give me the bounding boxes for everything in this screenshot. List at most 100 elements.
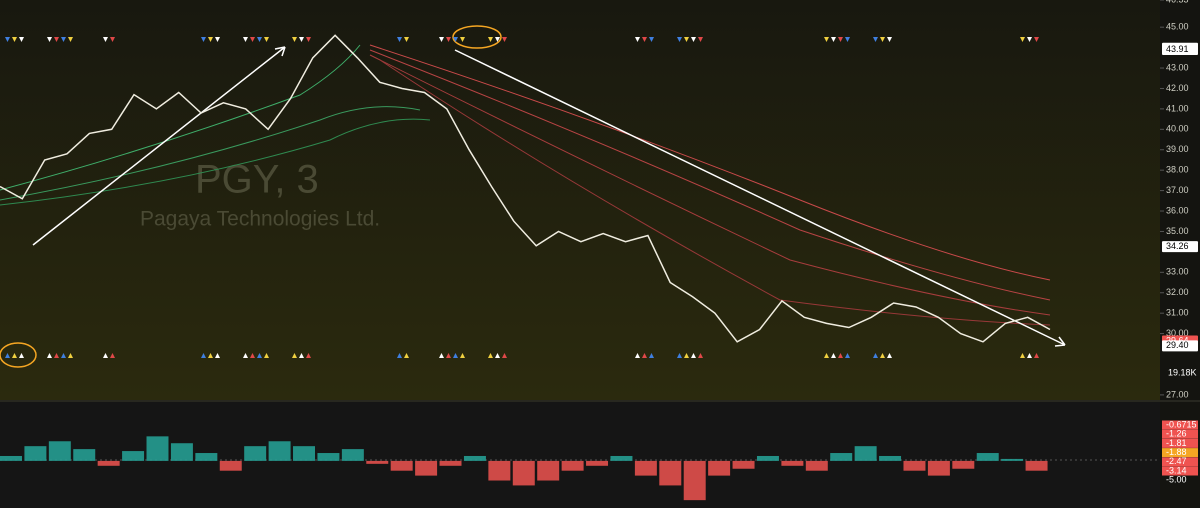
signal-marker — [495, 37, 500, 42]
histogram-bar — [756, 455, 779, 461]
y-tick-label: 40.00 — [1166, 124, 1189, 134]
y-tick-label: 37.00 — [1166, 185, 1189, 195]
histogram-bar — [1025, 460, 1048, 471]
signal-marker — [495, 353, 500, 358]
watermark-name: Pagaya Technologies Ltd. — [140, 208, 380, 231]
osc-tag-label: -3.14 — [1166, 465, 1187, 475]
signal-marker — [19, 37, 24, 42]
y-tick-label: 43.00 — [1166, 62, 1189, 72]
signal-marker — [257, 37, 262, 42]
histogram-bar — [634, 460, 657, 476]
signal-marker — [103, 353, 108, 358]
signal-marker — [691, 37, 696, 42]
signal-marker — [61, 353, 66, 358]
signal-marker — [460, 353, 465, 358]
signal-marker — [845, 37, 850, 42]
osc-tag-label: -1.26 — [1166, 429, 1187, 439]
histogram-bar — [48, 441, 71, 461]
y-tick-label: 45.00 — [1166, 22, 1189, 32]
signal-marker — [397, 37, 402, 42]
price-line — [0, 34, 1051, 343]
signal-marker — [292, 353, 297, 358]
signal-marker — [103, 37, 108, 42]
signal-marker — [47, 353, 52, 358]
histogram-bar — [952, 460, 975, 469]
histogram-bar — [97, 460, 120, 466]
highlight-circle — [0, 342, 37, 368]
osc-tag — [1162, 429, 1198, 439]
signal-marker — [446, 37, 451, 42]
y-tick-label: 39.00 — [1166, 144, 1189, 154]
price-tag — [1162, 241, 1198, 253]
histogram-bar — [268, 441, 291, 461]
price-tag — [1162, 340, 1198, 352]
signal-marker — [61, 37, 66, 42]
osc-tag-label: -0.6715 — [1166, 419, 1197, 429]
histogram-bar — [390, 460, 413, 471]
signal-marker — [880, 37, 885, 42]
signal-marker — [1027, 353, 1032, 358]
signal-marker — [488, 37, 493, 42]
y-tick-label: 38.00 — [1166, 165, 1189, 175]
signal-marker — [824, 353, 829, 358]
signal-marker — [404, 353, 409, 358]
histogram-bar — [903, 460, 926, 471]
osc-tag-label: -1.81 — [1166, 438, 1187, 448]
y-tick-label: 41.00 — [1166, 103, 1189, 113]
signal-marker — [488, 353, 493, 358]
signal-marker — [12, 353, 17, 358]
histogram-bar — [0, 455, 22, 461]
signal-marker — [54, 353, 59, 358]
signal-marker — [19, 353, 24, 358]
osc-tag — [1162, 438, 1198, 448]
signal-marker — [68, 37, 73, 42]
histogram-bar — [73, 449, 96, 461]
osc-tag — [1162, 466, 1198, 476]
signal-marker — [68, 353, 73, 358]
signal-marker — [838, 37, 843, 42]
histogram-bar — [463, 455, 486, 461]
histogram-bar — [195, 453, 218, 461]
signal-marker — [250, 37, 255, 42]
osc-tag — [1162, 457, 1198, 467]
signal-marker — [47, 37, 52, 42]
histogram-bar — [561, 460, 584, 471]
signal-marker — [887, 37, 892, 42]
signal-marker — [1020, 37, 1025, 42]
histogram-bar — [439, 460, 462, 466]
signal-marker — [264, 37, 269, 42]
signal-marker — [642, 37, 647, 42]
signal-marker — [1027, 37, 1032, 42]
osc-tag-label: -5.00 — [1166, 475, 1187, 485]
histogram-bar — [170, 443, 193, 461]
histogram-bar — [927, 460, 950, 476]
histogram-bar — [879, 455, 902, 461]
histogram-bar — [219, 460, 242, 471]
histogram-bar — [341, 449, 364, 461]
signal-marker — [502, 37, 507, 42]
signal-marker — [677, 37, 682, 42]
signal-marker — [831, 353, 836, 358]
trend-arrows — [32, 46, 1066, 347]
histogram-bar — [854, 446, 877, 461]
histogram-bar — [1001, 458, 1024, 461]
y-tick-label: 32.00 — [1166, 287, 1189, 297]
histogram-bar — [976, 453, 999, 461]
signal-marker — [5, 353, 10, 358]
signal-marker — [824, 37, 829, 42]
signal-marker — [215, 37, 220, 42]
histogram-bar — [244, 446, 267, 461]
histogram-bar — [24, 446, 47, 461]
histogram-bar — [805, 460, 828, 471]
signal-marker — [873, 353, 878, 358]
histogram-bar — [146, 436, 169, 461]
signal-marker — [642, 353, 647, 358]
signal-marker — [306, 353, 311, 358]
signal-marker — [684, 37, 689, 42]
y-tick-label: 36.00 — [1166, 205, 1189, 215]
histogram-bar — [122, 451, 145, 461]
histogram-bar — [732, 460, 755, 469]
signal-marker — [397, 353, 402, 358]
osc-tag — [1162, 448, 1198, 458]
signal-marker — [887, 353, 892, 358]
